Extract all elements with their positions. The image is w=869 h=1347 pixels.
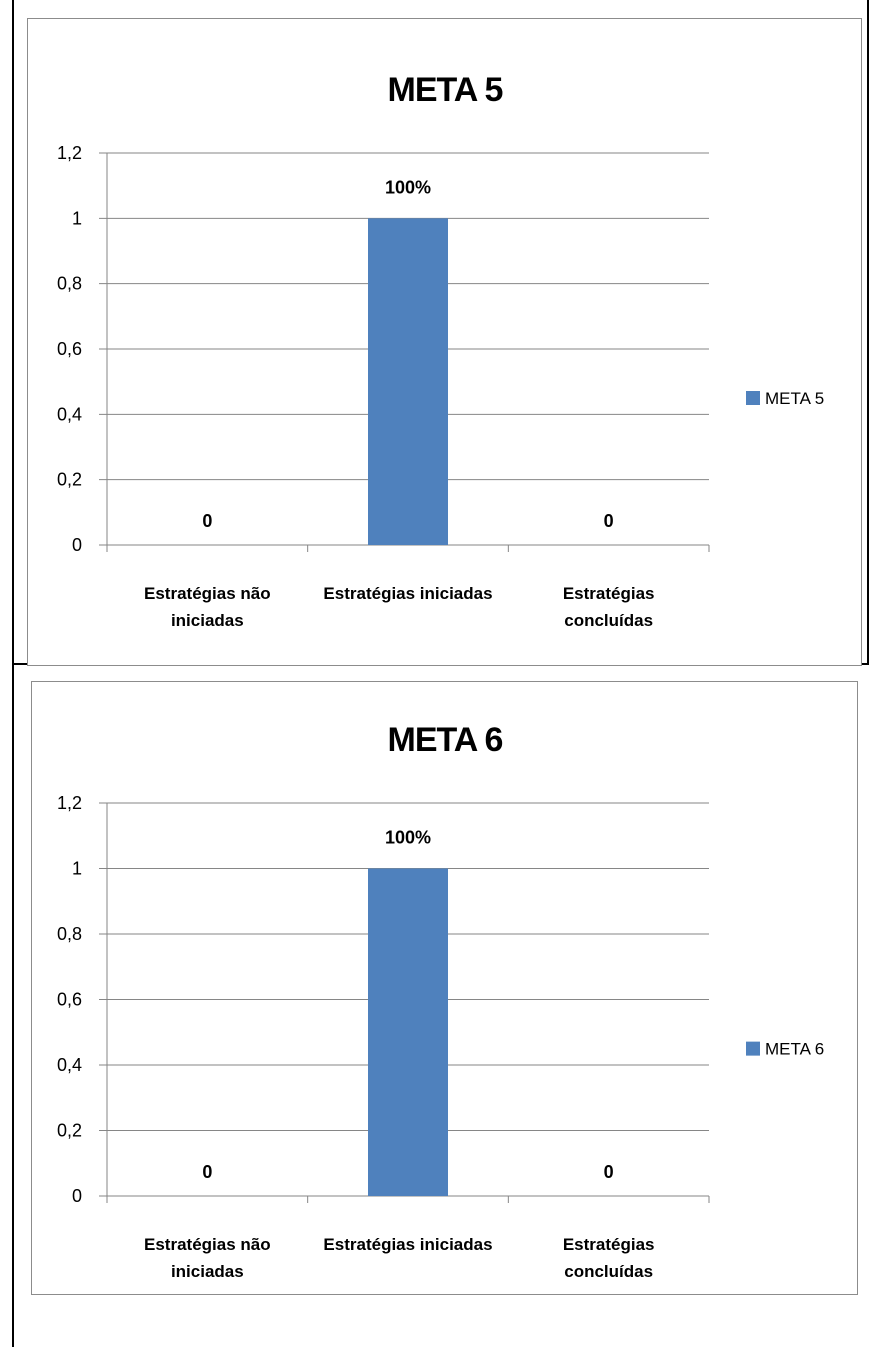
y-tick-label: 1,2 — [57, 143, 82, 163]
legend-label: META 6 — [765, 1040, 824, 1059]
y-tick-label: 0,2 — [57, 470, 82, 490]
y-tick-label: 0 — [72, 535, 82, 555]
y-tick-label: 0,8 — [57, 924, 82, 944]
y-tick-label: 0,4 — [57, 1055, 82, 1075]
x-category-label: Estratégias iniciadas — [323, 584, 492, 603]
legend-swatch — [746, 1041, 760, 1056]
data-label: 100% — [385, 177, 431, 197]
x-category-label: iniciadas — [171, 611, 244, 630]
data-label: 0 — [604, 511, 614, 531]
x-category-label: Estratégias não — [144, 584, 271, 603]
x-category-label: Estratégias — [563, 584, 655, 603]
y-tick-label: 0,2 — [57, 1121, 82, 1141]
y-tick-label: 1,2 — [57, 793, 82, 813]
y-tick-label: 1 — [72, 859, 82, 879]
x-category-label: Estratégias — [563, 1235, 655, 1254]
data-label: 100% — [385, 828, 431, 848]
x-category-label: Estratégias iniciadas — [323, 1235, 492, 1254]
bar — [368, 218, 448, 546]
y-tick-label: 0,6 — [57, 339, 82, 359]
x-category-label: Estratégias não — [144, 1235, 271, 1254]
x-category-label: concluídas — [564, 1262, 653, 1281]
data-label: 0 — [202, 511, 212, 531]
y-tick-label: 1 — [72, 208, 82, 228]
y-tick-label: 0,8 — [57, 274, 82, 294]
bar — [368, 868, 448, 1196]
chart-title: META 5 — [388, 71, 503, 109]
x-category-label: iniciadas — [171, 1262, 244, 1281]
data-label: 0 — [604, 1162, 614, 1182]
y-tick-label: 0,4 — [57, 404, 82, 424]
chart-title: META 6 — [388, 721, 503, 759]
legend-label: META 5 — [765, 389, 824, 408]
y-tick-label: 0,6 — [57, 990, 82, 1010]
data-label: 0 — [202, 1162, 212, 1182]
y-tick-label: 0 — [72, 1186, 82, 1206]
x-category-label: concluídas — [564, 611, 653, 630]
legend-swatch — [746, 391, 760, 405]
